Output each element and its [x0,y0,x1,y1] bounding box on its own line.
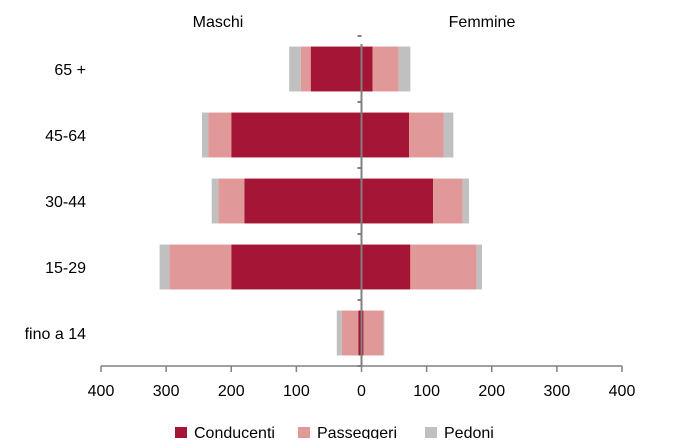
bar-maschi [244,178,362,224]
bars-layer [159,46,482,356]
category-label: fino a 14 [25,326,86,343]
bar-maschi [208,112,232,158]
category-label: 45-64 [45,128,86,145]
x-tick-label: 400 [88,383,115,400]
legend-swatch [298,427,310,438]
x-tick-label: 200 [218,383,245,400]
x-tick-label: 100 [413,383,440,400]
legend-label: Pedoni [444,425,494,439]
x-tick-label: 100 [283,383,310,400]
bar-maschi [201,112,209,158]
bar-maschi [336,310,342,356]
bar-femmine [410,244,477,290]
bar-maschi [289,46,301,92]
bar-femmine [372,46,399,92]
bar-maschi [310,46,362,92]
category-labels: 65 + 45-64 30-44 15-29 fino a 14 [25,62,86,343]
bar-femmine [398,46,411,92]
bar-femmine [361,244,411,290]
bar-maschi [358,310,362,356]
bar-femmine [462,178,469,224]
bar-maschi [218,178,245,224]
bar-maschi [211,178,219,224]
category-label: 15-29 [45,260,86,277]
bar-maschi [159,244,170,290]
x-tick-label: 300 [544,383,571,400]
axes: 400 300 200 100 0 100 200 300 400 [88,35,636,400]
category-label: 30-44 [45,194,86,211]
bar-maschi [341,310,359,356]
bar-femmine [433,178,463,224]
bar-maschi [300,46,311,92]
legend: Conducenti Passeggeri Pedoni [175,425,494,442]
x-tick-label: 300 [153,383,180,400]
bar-femmine [409,112,444,158]
legend-label: Conducenti [194,425,275,439]
x-tick-label: 400 [609,383,636,400]
bar-femmine [361,46,373,92]
x-tick-label: 200 [478,383,505,400]
legend-label: Passeggeri [317,425,397,439]
legend-swatch [175,427,187,438]
bar-femmine [361,112,410,158]
bar-maschi [231,112,362,158]
side-label-left: Maschi [193,14,244,31]
bar-femmine [382,310,385,356]
bar-femmine [361,178,434,224]
legend-swatch [425,427,437,438]
bar-femmine [363,310,383,356]
bar-maschi [231,244,362,290]
category-label: 65 + [54,62,86,79]
bar-femmine [443,112,454,158]
side-label-right: Femmine [449,14,516,31]
bar-femmine [476,244,482,290]
bar-maschi [169,244,232,290]
x-tick-label: 0 [357,383,366,400]
